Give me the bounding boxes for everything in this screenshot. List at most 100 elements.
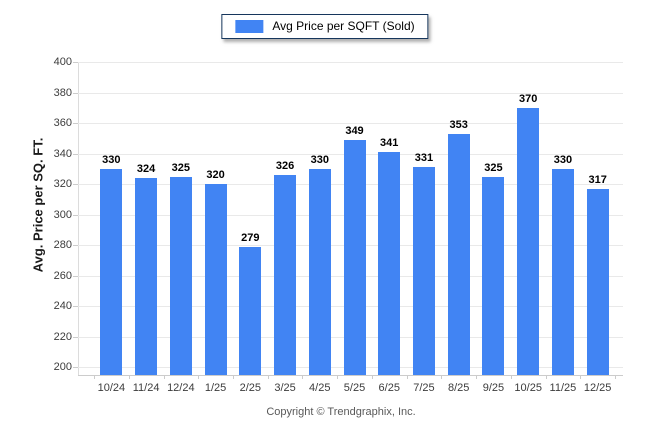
- x-tick-label: 3/25: [274, 382, 296, 394]
- x-tick-label: 1/25: [204, 382, 227, 394]
- plot-area: 200 220 240 260 280 300 320 340 360 380 400 330 10/…: [54, 56, 623, 394]
- bar: [308, 168, 331, 375]
- x-tick-label: 8/25: [447, 382, 470, 394]
- x-tick-label: 11/25: [549, 382, 577, 394]
- x-tick-label: 5/25: [343, 382, 366, 394]
- x-axis-tick: [441, 375, 443, 379]
- y-tick-label: 280: [53, 239, 72, 251]
- bar-slot: 320 1/25: [198, 62, 233, 394]
- y-tick-label: 360: [53, 117, 72, 129]
- y-tick-label: 260: [53, 270, 72, 282]
- bar-slot: 330 10/24: [94, 62, 129, 394]
- bar: [239, 246, 262, 375]
- bar-value-label: 349: [345, 124, 364, 137]
- x-axis-tick: [510, 375, 512, 379]
- x-axis-tick: [302, 375, 304, 379]
- legend-swatch: [235, 19, 264, 33]
- bar-value-label: 325: [171, 161, 191, 174]
- x-tick-label: 12/25: [583, 382, 612, 394]
- bar-value-label: 320: [206, 169, 225, 182]
- x-axis-line: [78, 375, 623, 376]
- y-axis-tick: [73, 184, 78, 185]
- bar-slot: 330 4/25: [302, 62, 337, 394]
- x-tick-label: 10/24: [97, 382, 126, 394]
- y-axis-tick: [73, 367, 78, 368]
- bar-slot: 326 3/25: [268, 62, 303, 394]
- x-axis-tick: [198, 375, 200, 379]
- x-axis-tick: [406, 375, 408, 379]
- y-tick-label: 220: [53, 331, 72, 343]
- bar-value-label: 370: [518, 92, 538, 105]
- bar-value-label: 331: [414, 152, 434, 165]
- bar-value-label: 325: [484, 161, 503, 174]
- bar-slot: 330 11/25: [546, 62, 581, 394]
- y-tick-label: 340: [53, 148, 72, 160]
- x-axis-tick: [163, 375, 165, 379]
- y-tick-label: 200: [53, 361, 72, 373]
- bar-value-label: 279: [241, 231, 260, 244]
- bar: [517, 107, 540, 375]
- bar-value-label: 330: [310, 153, 329, 166]
- x-tick-label: 9/25: [482, 382, 505, 394]
- y-axis-tick: [73, 123, 78, 124]
- gridline: [78, 62, 623, 63]
- gridline: [78, 93, 623, 94]
- bars-group: 330 10/24 324 11/24 325 12/24 320 1/25 279 2/25 32…: [94, 62, 615, 394]
- bar-value-label: 353: [449, 118, 468, 131]
- bar: [343, 139, 366, 375]
- bar: [169, 176, 192, 375]
- y-tick-label: 380: [53, 87, 72, 99]
- x-axis-tick: [232, 375, 234, 379]
- y-axis-tick: [73, 93, 78, 94]
- bar-slot: 317 12/25: [580, 62, 615, 394]
- bar-value-label: 326: [275, 160, 295, 172]
- y-axis-tick: [73, 337, 78, 338]
- bar-slot: 325 12/24: [163, 62, 198, 394]
- legend-label: Avg Price per SQFT (Sold): [272, 19, 415, 33]
- bar: [482, 176, 505, 375]
- bar-slot: 324 11/24: [129, 62, 164, 394]
- x-axis-tick: [371, 375, 373, 379]
- bar-value-label: 341: [380, 137, 399, 150]
- x-tick-label: 6/25: [378, 382, 400, 394]
- bar-value-label: 330: [102, 153, 121, 166]
- y-tick-label: 320: [53, 178, 72, 190]
- bar-value-label: 324: [136, 163, 156, 176]
- bar: [378, 152, 401, 375]
- x-axis-tick: [128, 375, 130, 379]
- y-axis-line: [78, 62, 79, 375]
- x-tick-label: 4/25: [309, 382, 331, 394]
- x-axis-tick: [476, 375, 478, 379]
- bar: [100, 168, 123, 375]
- x-axis-tick: [94, 375, 95, 379]
- bar: [135, 178, 158, 375]
- y-axis-tick: [73, 306, 78, 307]
- y-axis-tick: [73, 62, 78, 63]
- y-tick-label: 400: [53, 56, 72, 68]
- bar-value-label: 317: [588, 173, 607, 186]
- y-axis-tick: [73, 245, 78, 246]
- gridline: [78, 123, 623, 124]
- bar-slot: 331 7/25: [407, 62, 442, 394]
- bar-value-label: 330: [553, 153, 573, 166]
- y-axis-tick: [73, 276, 78, 277]
- x-tick-label: 11/24: [132, 382, 160, 394]
- y-tick-label: 240: [53, 300, 72, 312]
- bar-slot: 370 10/25: [511, 62, 546, 394]
- x-tick-label: 12/24: [167, 382, 195, 394]
- y-axis-tick: [73, 215, 78, 216]
- bar-slot: 353 8/25: [441, 62, 476, 394]
- bar-slot: 349 5/25: [337, 62, 372, 394]
- y-tick-label: 300: [53, 209, 72, 221]
- x-tick-label: 10/25: [514, 382, 542, 394]
- x-tick-label: 2/25: [239, 382, 262, 394]
- bar-slot: 279 2/25: [233, 62, 268, 394]
- bar: [204, 184, 227, 375]
- bar: [551, 168, 574, 375]
- x-axis-tick: [615, 375, 616, 379]
- x-axis-tick: [580, 375, 582, 379]
- bar-slot: 341 6/25: [372, 62, 407, 394]
- x-axis-tick: [337, 375, 339, 379]
- bar: [274, 175, 297, 375]
